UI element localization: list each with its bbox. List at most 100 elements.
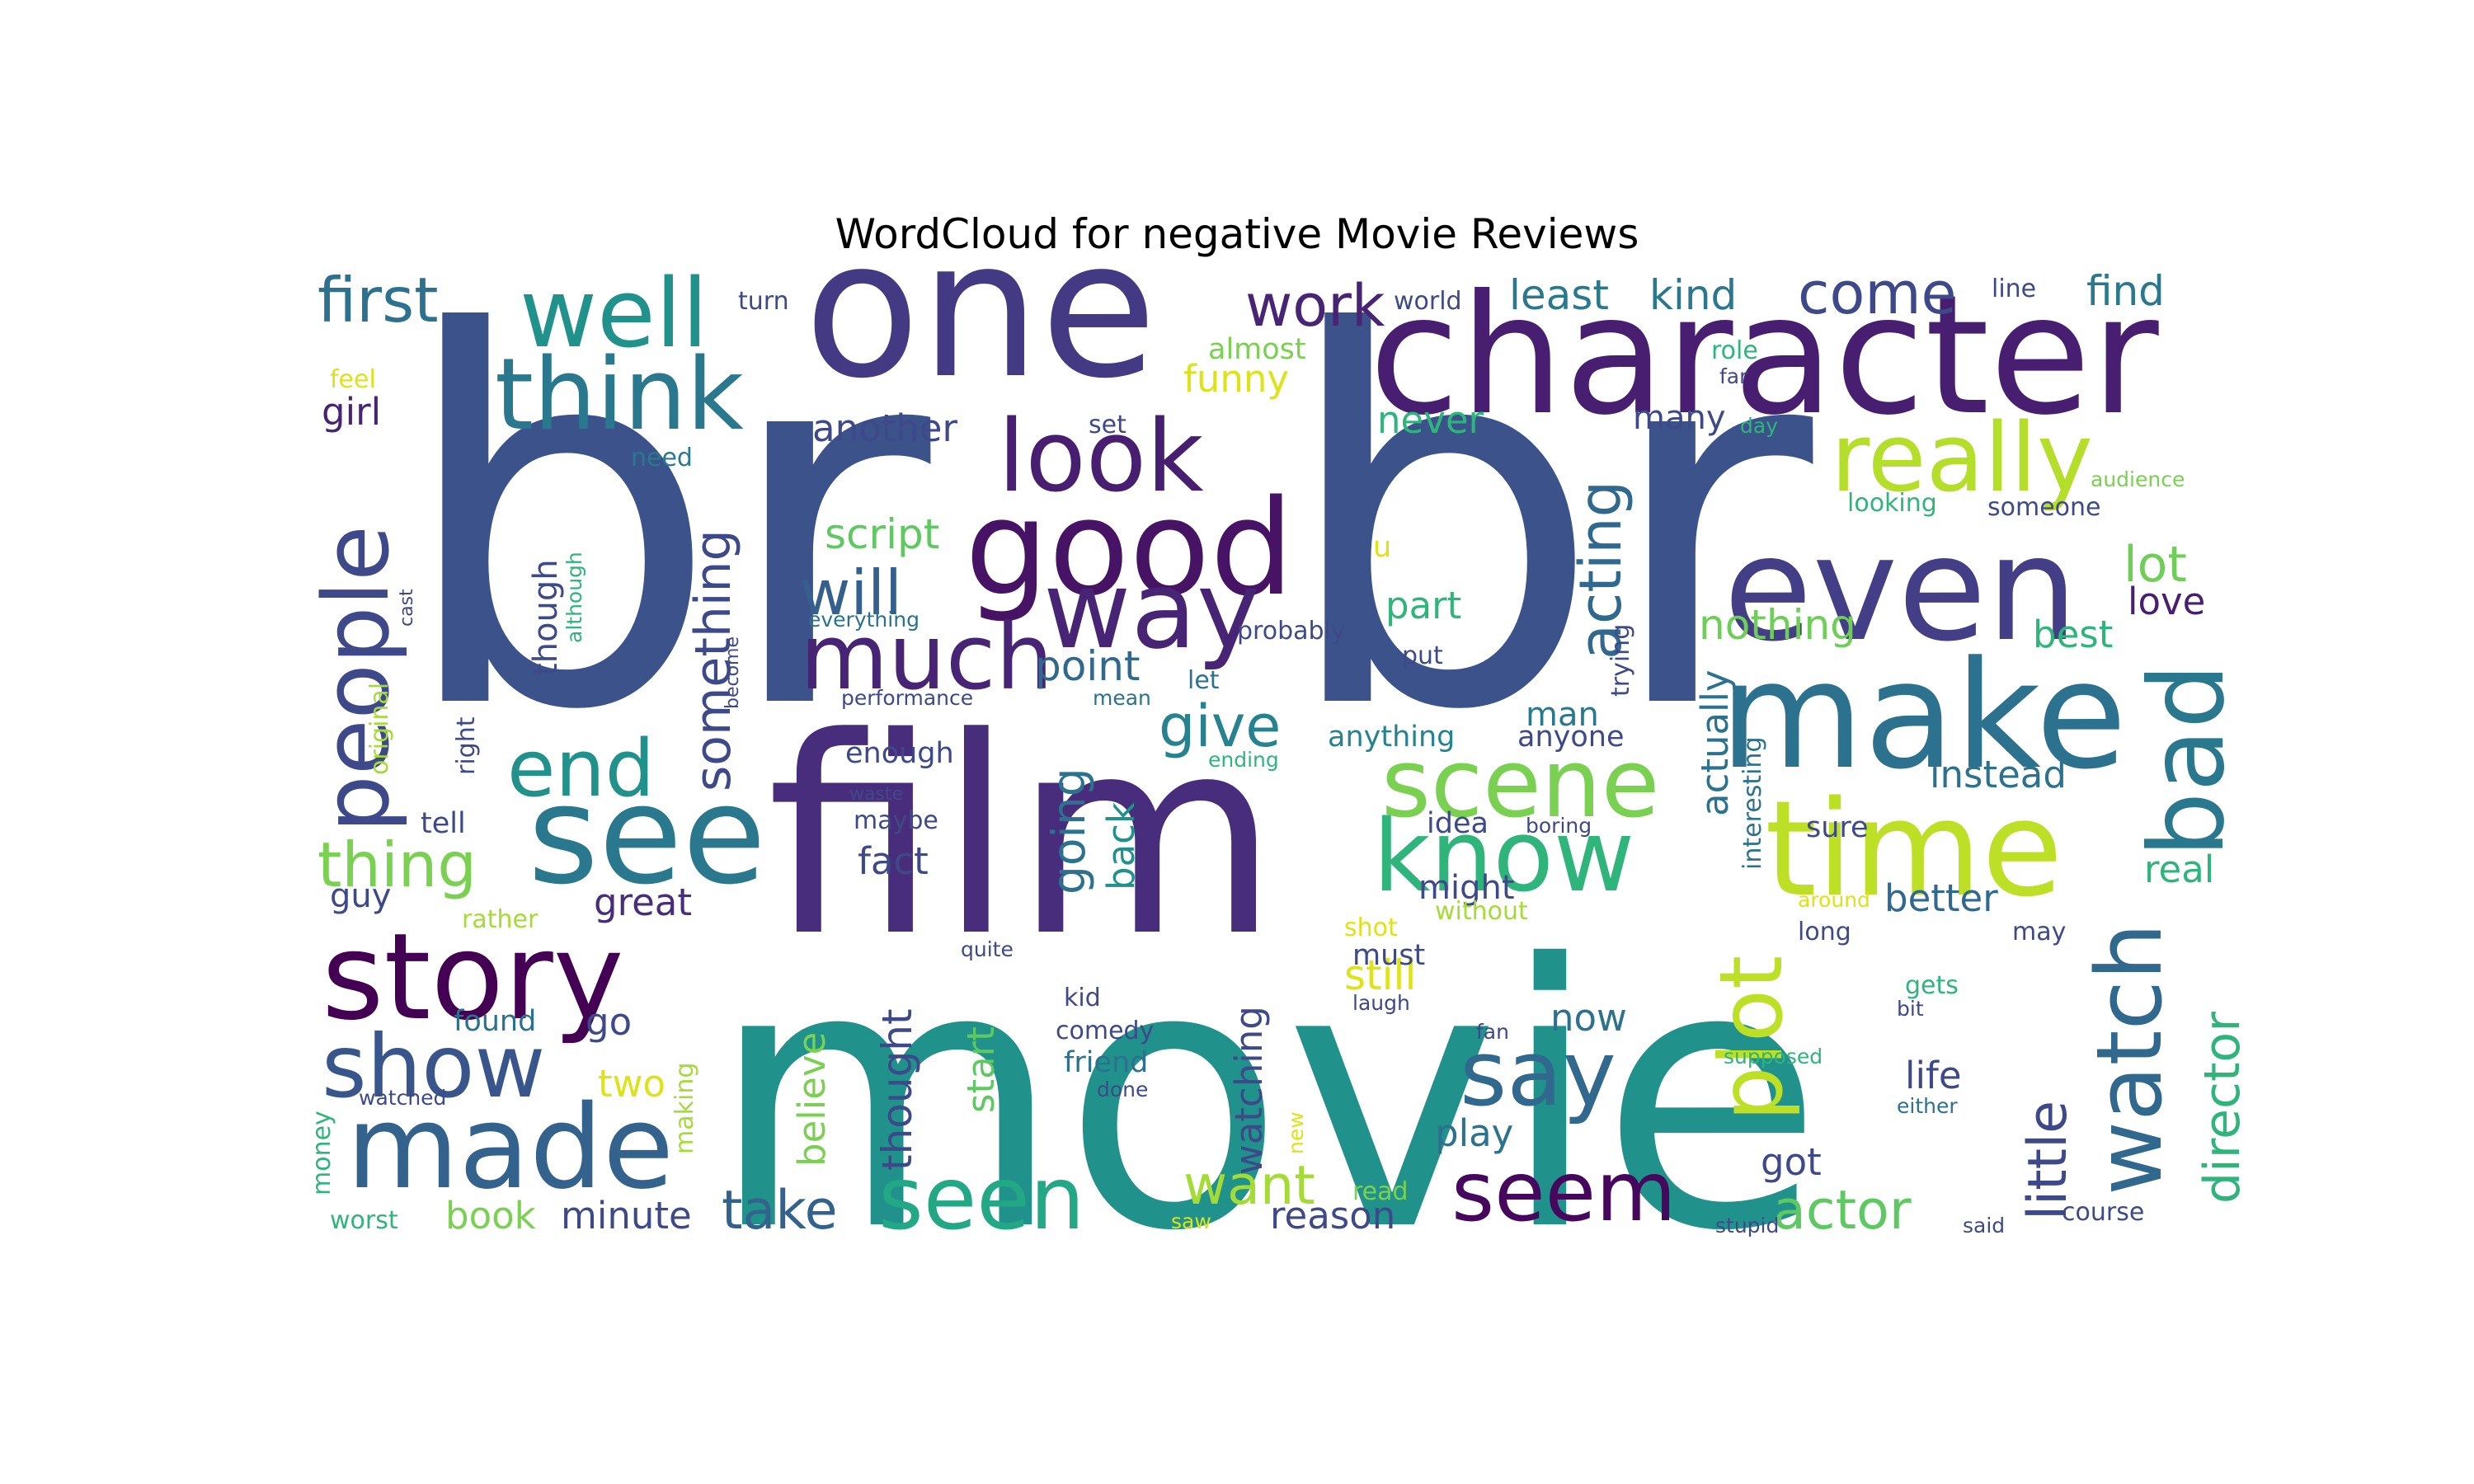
- word: well: [520, 259, 708, 369]
- word: say: [1460, 1021, 1616, 1126]
- word: watch: [2077, 923, 2182, 1195]
- word: sure: [1806, 811, 1869, 844]
- word: new: [1284, 1111, 1308, 1154]
- word: scene: [1381, 729, 1660, 839]
- word: make: [1719, 630, 2127, 802]
- chart-title: WordCloud for negative Movie Reviews: [835, 210, 1639, 258]
- word: might: [1418, 869, 1515, 907]
- word: worst: [330, 1206, 398, 1235]
- word: tell: [421, 807, 466, 840]
- word: maybe: [854, 806, 938, 835]
- word: cast: [397, 589, 417, 627]
- word: mean: [1093, 686, 1151, 710]
- word: need: [631, 444, 693, 472]
- word: long: [1798, 918, 1851, 946]
- word: work: [1245, 272, 1385, 340]
- word: fan: [1476, 1020, 1509, 1044]
- word: girl: [322, 390, 381, 434]
- word: u: [1373, 531, 1391, 564]
- word: book: [445, 1194, 536, 1237]
- word: trying: [1606, 624, 1635, 697]
- word: watching: [1227, 1006, 1271, 1175]
- word: must: [1352, 939, 1425, 972]
- word: come: [1798, 260, 1957, 327]
- word: seen: [878, 1148, 1084, 1249]
- word: though: [527, 559, 565, 676]
- word: anything: [1328, 721, 1455, 754]
- word: little: [2017, 1101, 2079, 1220]
- word: almost: [1208, 333, 1306, 366]
- word: saw: [1171, 1209, 1211, 1233]
- word: thing: [317, 829, 477, 901]
- word: fact: [858, 839, 929, 883]
- word: course: [2062, 1198, 2144, 1227]
- word: nothing: [1699, 601, 1856, 649]
- word: character: [1369, 260, 2159, 452]
- word: far: [1719, 364, 1748, 388]
- word: instead: [1930, 753, 2067, 796]
- word: think: [495, 338, 745, 453]
- word: director: [2194, 1012, 2251, 1204]
- word: film: [767, 679, 1279, 996]
- word: set: [1089, 411, 1126, 439]
- word: acting: [1567, 481, 1634, 660]
- word: right: [452, 716, 481, 775]
- word: believe: [790, 1032, 834, 1167]
- word: take: [722, 1180, 838, 1242]
- word: friend: [1064, 1046, 1148, 1079]
- word: comedy: [1056, 1017, 1154, 1045]
- word: either: [1897, 1094, 1958, 1118]
- word: start: [959, 1026, 1003, 1113]
- word: lot: [2124, 536, 2187, 594]
- word: quite: [961, 937, 1014, 961]
- word: boring: [1526, 814, 1592, 838]
- word: stupid: [1715, 1214, 1779, 1237]
- word: rather: [462, 905, 539, 934]
- word: plot: [1701, 956, 1802, 1121]
- word: ending: [1208, 748, 1279, 772]
- word: still: [1344, 951, 1416, 999]
- word: put: [1402, 641, 1443, 670]
- word: supposed: [1724, 1045, 1823, 1068]
- word: original: [365, 683, 394, 775]
- word: world: [1394, 287, 1462, 316]
- word: feel: [330, 365, 376, 394]
- word: play: [1435, 1111, 1513, 1155]
- word: now: [1550, 996, 1627, 1040]
- word: give: [1159, 693, 1281, 760]
- word: performance: [841, 686, 973, 710]
- word: money: [308, 1111, 336, 1195]
- word: let: [1188, 666, 1220, 695]
- word: never: [1377, 398, 1484, 442]
- word: end: [507, 724, 655, 815]
- word: one: [804, 200, 1157, 420]
- word: br: [396, 228, 936, 822]
- word: real: [2144, 848, 2214, 891]
- word: found: [454, 1005, 536, 1038]
- word: want: [1183, 1155, 1315, 1217]
- word: may: [2012, 918, 2066, 946]
- word: kind: [1649, 271, 1737, 319]
- word: got: [1761, 1140, 1822, 1184]
- word: day: [1740, 414, 1778, 438]
- word: making: [670, 1063, 699, 1154]
- word: read: [1352, 1177, 1409, 1206]
- word: enough: [845, 737, 954, 770]
- word: bit: [1897, 997, 1924, 1021]
- word: way: [1043, 547, 1260, 673]
- word: good: [965, 471, 1294, 625]
- word: laugh: [1352, 991, 1410, 1015]
- word: first: [317, 264, 439, 336]
- word: minute: [561, 1194, 692, 1237]
- word: role: [1711, 336, 1758, 365]
- word: reason: [1270, 1194, 1395, 1237]
- word: see: [528, 756, 766, 914]
- word: watched: [359, 1086, 446, 1110]
- word: around: [1798, 888, 1870, 912]
- word: another: [812, 406, 957, 450]
- word: actually: [1693, 669, 1737, 816]
- word: idea: [1427, 807, 1489, 840]
- word: bad: [2128, 664, 2247, 857]
- word: even: [1724, 506, 2078, 674]
